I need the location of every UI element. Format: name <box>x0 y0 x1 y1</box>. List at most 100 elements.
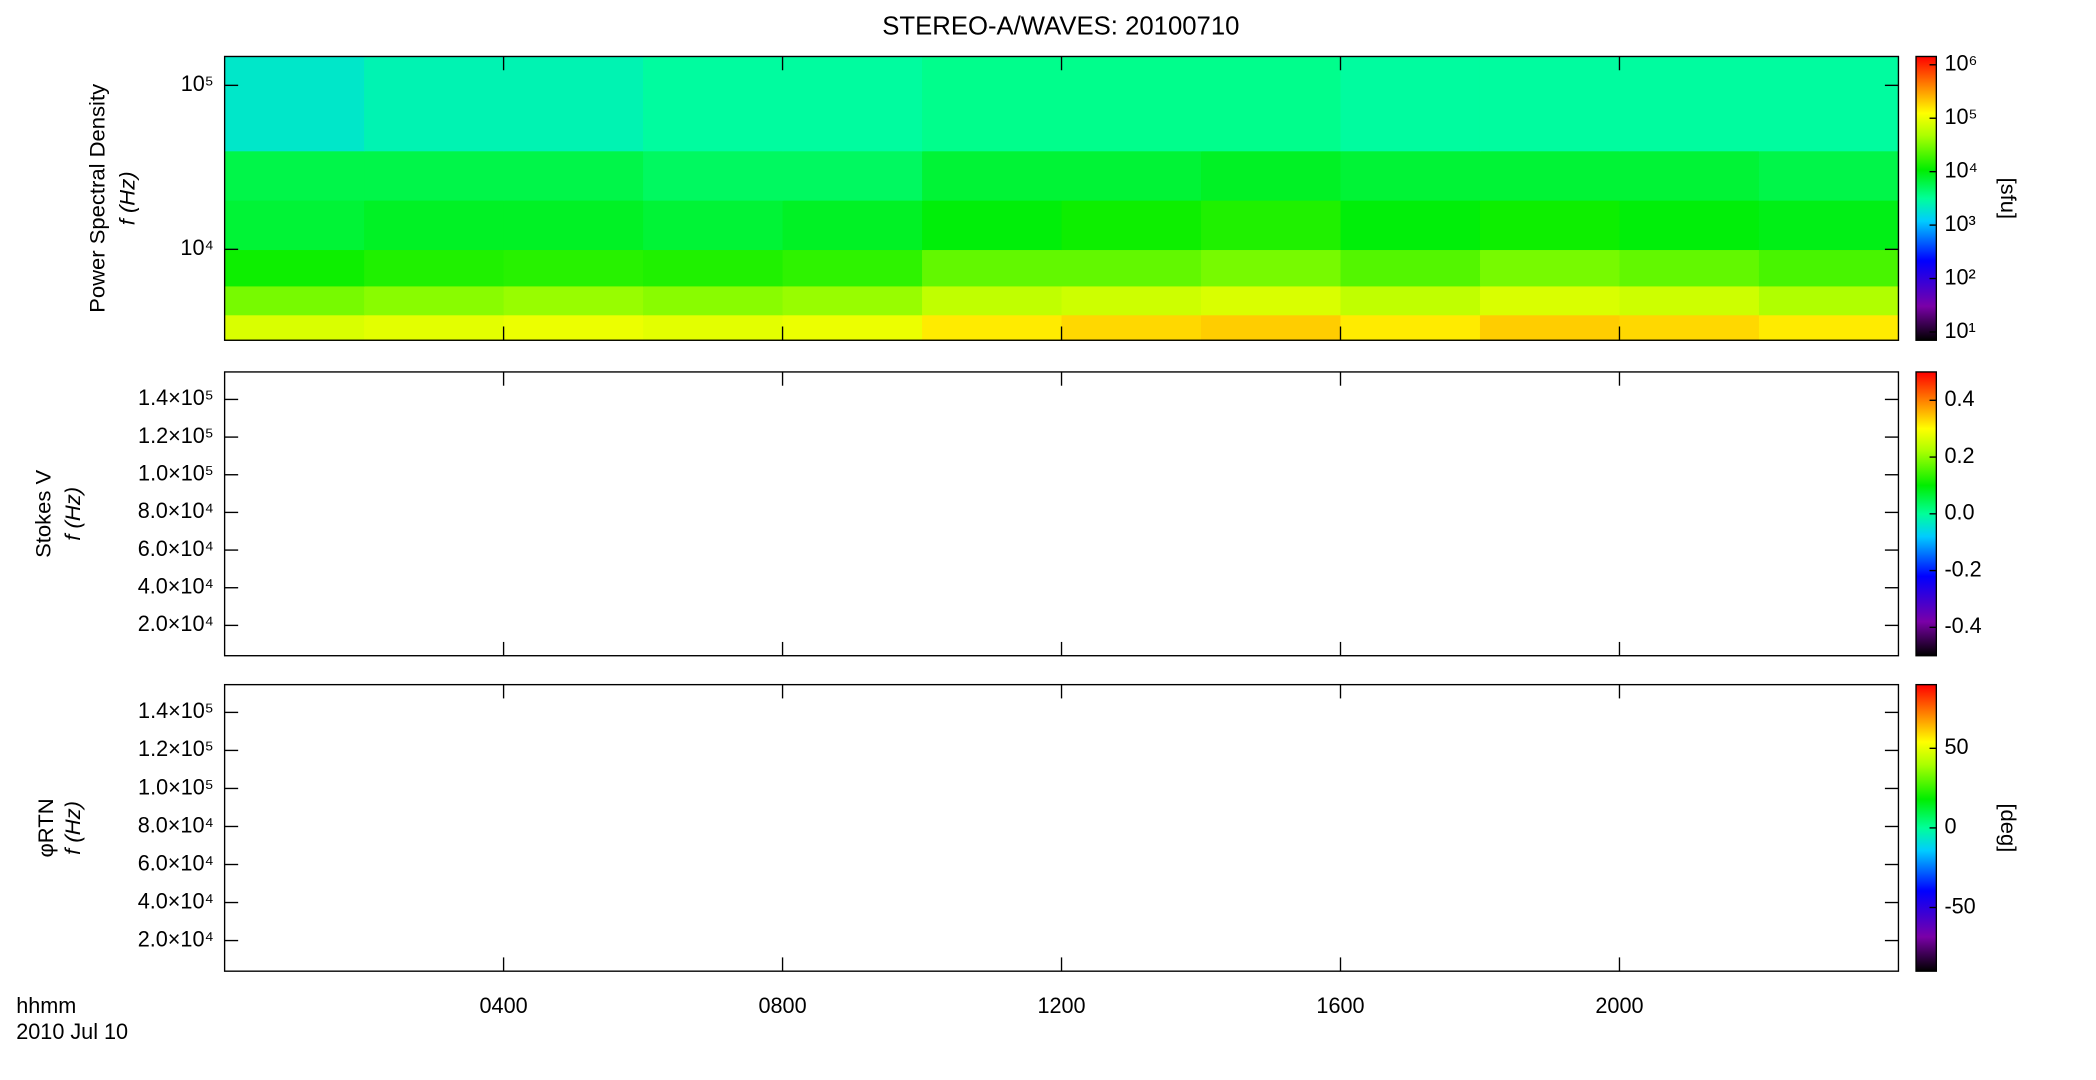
heatmap-cell <box>1340 56 1481 152</box>
chart-title: STEREO-A/WAVES: 20100710 <box>882 12 1239 40</box>
y-tick-label: 8.0×10⁴ <box>138 812 214 837</box>
heatmap-cell <box>1201 199 1342 251</box>
heatmap-cell <box>1479 56 1621 152</box>
colorbar-tick-label: 0.4 <box>1944 386 1974 411</box>
colorbar-tick-label: 10² <box>1944 264 1975 289</box>
y-tick-label: 1.0×10⁵ <box>138 774 214 799</box>
heatmap-cell <box>922 285 1063 316</box>
heatmap-cell <box>1201 150 1342 201</box>
heatmap-cell <box>1340 249 1481 287</box>
heatmap-cell <box>1758 249 1900 287</box>
colorbar-label: [sfu] <box>1996 178 2021 220</box>
heatmap-cell <box>643 56 784 152</box>
x-tick-label: 2000 <box>1595 993 1643 1018</box>
colorbar-tick-label: -0.2 <box>1944 556 1981 581</box>
heatmap-cell <box>1479 285 1621 316</box>
colorbar <box>1915 55 1938 341</box>
heatmap-cell <box>1479 150 1621 201</box>
heatmap-cell <box>643 150 784 201</box>
heatmap-cell <box>364 150 505 201</box>
heatmap-cell <box>503 56 644 152</box>
heatmap-cell <box>364 56 505 152</box>
heatmap-cell <box>364 285 505 316</box>
y-axis-label: Stokes V <box>31 469 56 558</box>
heatmap-cell <box>782 56 923 152</box>
heatmap-cell <box>364 314 505 341</box>
heatmap-cell <box>922 56 1063 152</box>
heatmap-cell <box>1061 199 1202 251</box>
heatmap-cell <box>364 249 505 287</box>
heatmap-cell <box>643 199 784 251</box>
heatmap-cell <box>782 314 923 341</box>
heatmap-cell <box>1619 249 1760 287</box>
colorbar-tick-label: 0.0 <box>1944 499 1974 524</box>
heatmap-cell <box>782 285 923 316</box>
colorbar-tick-label: 10⁶ <box>1944 50 1977 75</box>
heatmap-cell <box>1479 199 1621 251</box>
heatmap-cell <box>503 150 644 201</box>
y-tick-label: 1.0×10⁵ <box>138 460 214 485</box>
heatmap-cell <box>922 150 1063 201</box>
heatmap-cell <box>503 285 644 316</box>
colorbar-tick-label: 10³ <box>1944 211 1975 236</box>
y-axis-label: φRTN <box>33 798 58 857</box>
y-tick-label: 1.2×10⁵ <box>138 423 214 448</box>
x-tick-label: 0400 <box>480 993 528 1018</box>
heatmap-cell <box>922 199 1063 251</box>
heatmap-cell <box>1061 249 1202 287</box>
heatmap-cell <box>503 249 644 287</box>
y-tick-label: 4.0×10⁴ <box>138 888 214 913</box>
y-tick-label: 10⁴ <box>180 235 213 260</box>
heatmap-cell <box>364 199 505 251</box>
x-tick-label: 1200 <box>1037 993 1085 1018</box>
heatmap-cell <box>1201 285 1342 316</box>
heatmap-cell <box>1619 150 1760 201</box>
heatmap-cell <box>1340 285 1481 316</box>
heatmap-cell <box>1201 249 1342 287</box>
y-tick-label: 1.2×10⁵ <box>138 736 214 761</box>
y-tick-label: 10⁵ <box>181 71 214 96</box>
y-tick-label: 2.0×10⁴ <box>138 926 214 951</box>
colorbar-tick-label: 0 <box>1944 814 1956 839</box>
heatmap-cell <box>643 249 784 287</box>
heatmap-cell <box>224 199 365 251</box>
y-tick-label: 4.0×10⁴ <box>138 573 214 598</box>
colorbar-tick-label: 50 <box>1944 734 1968 759</box>
heatmap-cell <box>1619 285 1760 316</box>
y-tick-label: 1.4×10⁵ <box>138 698 214 723</box>
y-tick-label: 8.0×10⁴ <box>138 498 214 523</box>
y-axis-label: Power Spectral Density <box>85 84 110 313</box>
heatmap-cell <box>224 314 365 341</box>
heatmap-cell <box>1340 199 1481 251</box>
heatmap-cell <box>922 314 1063 341</box>
heatmap-cell <box>643 285 784 316</box>
heatmap-cell <box>503 199 644 251</box>
y-axis-label: f (Hz) <box>60 487 85 541</box>
heatmap-cell <box>224 249 365 287</box>
heatmap-cell <box>1758 150 1900 201</box>
heatmap-cell <box>1479 314 1621 341</box>
x-tick-label: 0800 <box>758 993 806 1018</box>
heatmap-cell <box>503 314 644 341</box>
heatmap-cell <box>224 150 365 201</box>
y-tick-label: 2.0×10⁴ <box>138 611 214 636</box>
heatmap-cell <box>782 150 923 201</box>
heatmap-cell <box>1758 199 1900 251</box>
colorbar-label: [deg] <box>1996 803 2021 852</box>
heatmap-cell <box>1619 56 1760 152</box>
colorbar-tick-label: 10¹ <box>1944 318 1975 343</box>
heatmap-cell <box>1619 314 1760 341</box>
heatmap-cell <box>1340 150 1481 201</box>
heatmap-cell <box>1479 249 1621 287</box>
colorbar-tick-label: 10⁵ <box>1944 104 1977 129</box>
heatmap-cell <box>1758 314 1900 341</box>
heatmap-cell <box>1061 285 1202 316</box>
heatmap-cell <box>1758 56 1900 152</box>
heatmap-cell <box>1619 199 1760 251</box>
colorbar-tick-label: 0.2 <box>1944 443 1974 468</box>
y-axis-label: f (Hz) <box>60 801 85 855</box>
heatmap-cell <box>643 314 784 341</box>
heatmap-cell <box>782 249 923 287</box>
